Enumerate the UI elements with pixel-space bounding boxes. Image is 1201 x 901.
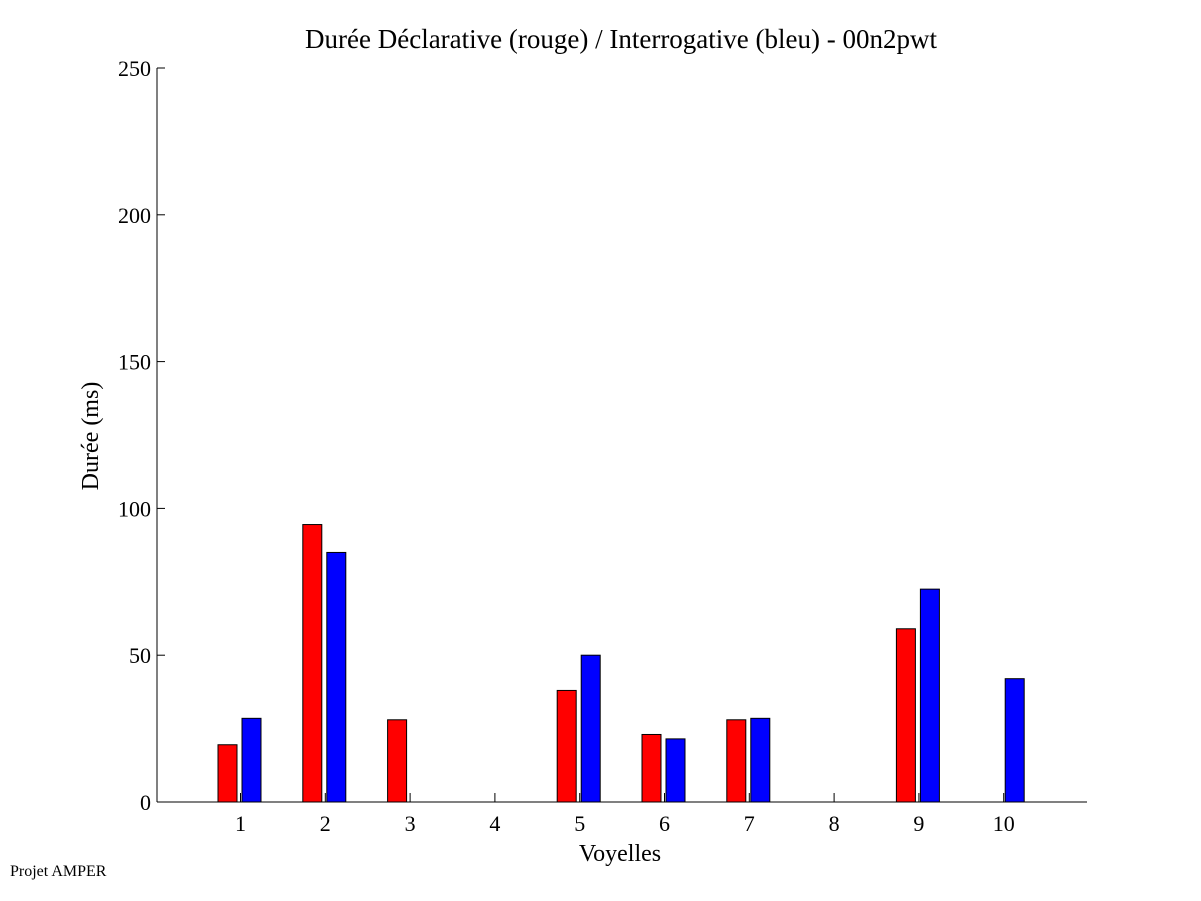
y-tick-label: 50: [129, 643, 151, 668]
chart-title: Durée Déclarative (rouge) / Interrogativ…: [305, 24, 937, 54]
x-tick-label: 8: [829, 811, 840, 836]
y-tick-label: 250: [118, 56, 151, 81]
y-tick-label: 100: [118, 496, 151, 521]
y-tick-label: 150: [118, 350, 151, 375]
x-tick-label: 10: [993, 811, 1015, 836]
declarative-bar: [302, 524, 323, 803]
y-tick-label: 0: [140, 790, 151, 815]
interrogative-bar: [665, 738, 686, 803]
declarative-bar: [641, 733, 662, 803]
x-tick-label: 3: [405, 811, 416, 836]
x-tick-label: 6: [659, 811, 670, 836]
plot-area: 0 50 100 150 200 250 1 2 3 4 5 6 7 8 9 10: [118, 56, 1087, 836]
interrogative-bar: [919, 588, 940, 803]
declarative-bar: [217, 744, 238, 803]
x-tick-label: 2: [320, 811, 331, 836]
y-tick-label: 200: [118, 203, 151, 228]
x-axis-label: Voyelles: [579, 841, 661, 867]
x-tick-label: 7: [744, 811, 755, 836]
footer-label: Projet AMPER: [10, 863, 107, 880]
declarative-bar: [387, 719, 408, 803]
x-tick-label: 9: [913, 811, 924, 836]
interrogative-bar: [1004, 678, 1025, 803]
declarative-bar: [726, 719, 747, 803]
interrogative-bar: [750, 717, 771, 803]
declarative-bar: [895, 628, 916, 803]
x-tick-label: 4: [489, 811, 500, 836]
interrogative-bar: [580, 654, 601, 803]
y-axis-label: Durée (ms): [78, 382, 104, 491]
x-tick-label: 1: [235, 811, 246, 836]
interrogative-bar: [241, 717, 262, 803]
declarative-bar: [556, 689, 577, 803]
x-tick-label: 5: [574, 811, 585, 836]
interrogative-bar: [326, 551, 347, 803]
